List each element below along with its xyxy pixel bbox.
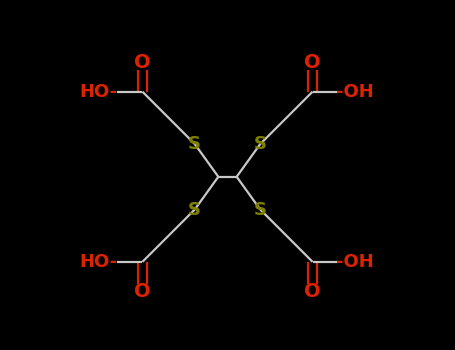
Text: S: S (254, 135, 267, 153)
Text: HO-: HO- (79, 83, 117, 101)
Text: -OH: -OH (336, 83, 374, 101)
Text: S: S (188, 201, 201, 218)
Text: S: S (188, 135, 201, 153)
Text: O: O (304, 53, 321, 72)
Text: S: S (254, 201, 267, 218)
Text: -OH: -OH (336, 253, 374, 271)
Text: O: O (304, 282, 321, 301)
Text: O: O (134, 53, 151, 72)
Text: HO-: HO- (79, 253, 117, 271)
Text: O: O (134, 282, 151, 301)
